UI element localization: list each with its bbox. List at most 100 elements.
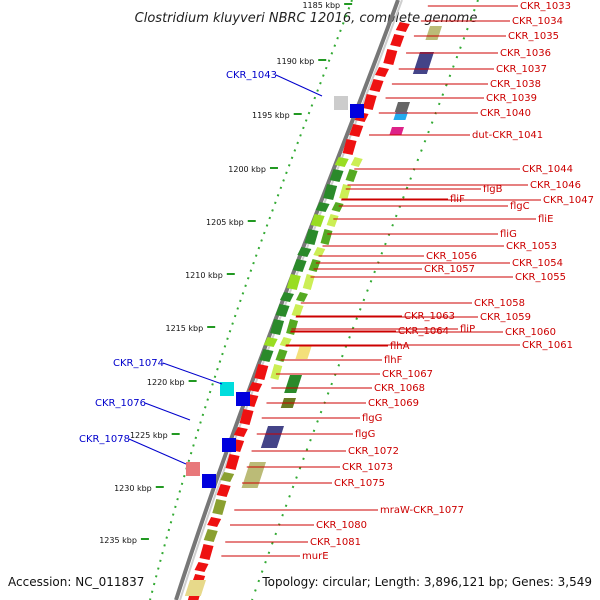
gene-label: CKR_1059 [295,312,531,323]
gene-label: CKR_1058 [300,298,525,309]
gene-feature [220,472,235,482]
gene-feature [222,438,236,452]
svg-text:CKR_1060: CKR_1060 [505,327,556,338]
svg-text:CKR_1061: CKR_1061 [522,340,573,351]
gene-label: CKR_1073 [246,462,393,473]
gene-label: CKR_1033 [427,1,571,12]
svg-text:CKR_1081: CKR_1081 [310,537,361,548]
gene-feature [329,169,358,182]
map-title: Clostridium kluyveri NBRC 12016, complet… [135,11,478,26]
gene-label: flgG [256,429,375,440]
gene-label: CKR_1046 [347,180,581,191]
svg-text:fliF: fliF [450,194,465,205]
gene-label: CKR_1036 [406,48,551,59]
gene-feature [383,49,398,65]
svg-text:CKR_1047: CKR_1047 [543,195,594,206]
gene-feature [203,529,218,542]
gene-label: murE [221,551,329,562]
gene-feature [297,247,326,257]
gene-feature [389,127,404,135]
svg-text:CKR_1078: CKR_1078 [79,434,130,445]
gene-label: mraW-CKR_1077 [234,505,464,516]
gene-feature [334,96,348,110]
gene-label: flgB [345,184,503,195]
gene-feature [212,499,227,515]
gene-label: CKR_1035 [413,31,559,42]
svg-text:CKR_1035: CKR_1035 [508,31,559,42]
gene-label: CKR_1039 [385,93,537,104]
gene-label: CKR_1047 [341,195,594,206]
gene-feature [236,392,250,406]
gene-label: fliP [291,324,475,335]
gene-feature [292,259,321,272]
gene-feature [241,462,266,488]
svg-text:fliP: fliP [460,324,475,335]
gene-feature [349,124,364,137]
svg-text:CKR_1067: CKR_1067 [382,369,433,380]
svg-text:CKR_1054: CKR_1054 [512,258,563,269]
gene-feature [225,454,240,470]
gene-label: CKR_1034 [420,16,563,27]
gene-feature [239,409,254,425]
svg-text:CKR_1037: CKR_1037 [496,64,547,75]
tick-label: 1185 kbp [302,1,340,10]
svg-text:CKR_1053: CKR_1053 [506,241,557,252]
gene-feature [369,79,384,92]
gene-feature [184,580,206,596]
tick-labels: 1185 kbp 1190 kbp 1195 kbp 1200 kbp 1205 kbp… [99,1,353,545]
gene-label: flhF [280,355,403,366]
gene-label: CKR_1072 [251,446,399,457]
svg-text:CKR_1056: CKR_1056 [426,251,477,262]
svg-text:CKR_1043: CKR_1043 [226,70,277,81]
left-gene-labels: CKR_1043 CKR_1074 CKR_1076 CKR_1078 [79,70,323,465]
gene-label: CKR_1061 [285,340,573,351]
svg-text:CKR_1059: CKR_1059 [480,312,531,323]
gene-feature [186,462,200,476]
tick-label: 1220 kbp [147,378,185,387]
tick-label: 1215 kbp [165,324,203,333]
gene-feature [207,517,222,527]
svg-text:CKR_1080: CKR_1080 [316,520,367,531]
tick-label: 1210 kbp [185,271,223,280]
gene-feature [412,52,435,74]
gene-label: fliG [327,229,517,240]
svg-text:flhF: flhF [384,355,403,366]
gene-feature [286,274,315,290]
gene-feature [323,184,352,200]
gene-label: CKR_1080 [230,520,367,531]
genes-reverse-strand [186,96,364,488]
genome-backbone [174,0,400,600]
tick-label: 1195 kbp [252,111,290,120]
gene-feature [260,426,285,448]
gene-label: fliE [333,214,553,225]
gene-label: CKR_1075 [242,478,385,489]
gene-label: CKR_1068 [271,383,425,394]
gene-label: CKR_1038 [391,79,541,90]
genes-forward-strand [184,22,442,600]
tick-label: 1200 kbp [228,165,266,174]
svg-text:CKR_1046: CKR_1046 [530,180,581,191]
gene-label: fliF [341,194,465,205]
tick-label: 1230 kbp [114,484,152,493]
svg-text:CKR_1075: CKR_1075 [334,478,385,489]
gene-feature [342,139,357,155]
gene-feature [275,304,304,317]
svg-text:CKR_1033: CKR_1033 [520,1,571,12]
gene-label: CKR_1056 [318,251,477,262]
gene-label: CKR_1054 [315,258,563,269]
svg-text:fliE: fliE [538,214,553,225]
svg-text:flgC: flgC [510,201,530,212]
svg-text:CKR_1068: CKR_1068 [374,383,425,394]
svg-text:CKR_1036: CKR_1036 [500,48,551,59]
svg-text:CKR_1057: CKR_1057 [424,264,475,275]
svg-text:CKR_1074: CKR_1074 [113,358,164,369]
gene-label: CKR_1055 [310,272,566,283]
gene-label: CKR_1057 [313,264,475,275]
svg-text:CKR_1076: CKR_1076 [95,398,146,409]
svg-text:CKR_1038: CKR_1038 [490,79,541,90]
svg-text:CKR_1055: CKR_1055 [515,272,566,283]
gene-label: CKR_1074 [113,358,223,385]
gene-feature [315,202,344,212]
gene-feature [194,562,209,572]
gene-feature [284,375,302,393]
